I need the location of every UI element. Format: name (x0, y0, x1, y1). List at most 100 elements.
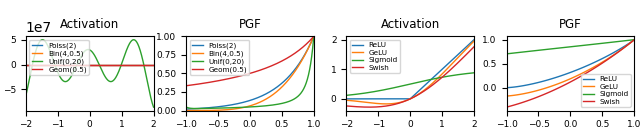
Sigmoid (355, 93, 363, 95)
ReLU (444, 63, 452, 64)
Swish (470, 46, 478, 48)
ReLU (342, 98, 350, 100)
GeLU (342, 99, 350, 101)
Poiss(2) (150, 64, 157, 65)
ReLU (590, 62, 598, 63)
Line: ReLU: ReLU (506, 40, 634, 88)
Line: Poiss(2): Poiss(2) (186, 36, 314, 109)
Line: GeLU: GeLU (506, 40, 634, 96)
Unif(0,20) (239, 107, 246, 108)
GeLU (430, 81, 438, 82)
Line: Swish: Swish (346, 47, 474, 107)
GeLU (470, 40, 478, 42)
Unif(0,20) (150, 106, 157, 108)
Poiss(2) (195, 108, 203, 109)
Sigmoid (342, 95, 350, 96)
ReLU (630, 39, 638, 40)
Sigmoid (616, 41, 623, 42)
Poiss(2) (147, 64, 154, 65)
Unif(0,20) (147, 97, 155, 98)
Bin(4,0.5) (282, 82, 289, 84)
Swish (355, 106, 363, 108)
Unif(0,20) (127, 41, 134, 43)
Swish (342, 105, 350, 107)
Line: Sigmoid: Sigmoid (346, 73, 474, 95)
Swish (590, 68, 598, 69)
Line: Swish: Swish (506, 40, 634, 107)
Line: Sigmoid: Sigmoid (506, 40, 634, 54)
Geom(0.5) (182, 85, 190, 87)
Swish (630, 39, 638, 40)
Bin(4,0.5) (239, 107, 246, 109)
Swish (616, 50, 623, 52)
Poiss(2) (282, 79, 289, 81)
Geom(0.5) (91, 64, 99, 65)
Sigmoid (579, 45, 586, 46)
Bin(4,0.5) (310, 36, 317, 37)
Swish (430, 83, 438, 85)
Legend: Poiss(2), Bin(4,0.5), Unif(0,20), Geom(0.5): Poiss(2), Bin(4,0.5), Unif(0,20), Geom(0… (29, 40, 89, 75)
Geom(0.5) (127, 64, 134, 65)
Unif(0,20) (270, 104, 278, 106)
Poiss(2) (310, 36, 317, 37)
Legend: ReLU, GeLU, Sigmoid, Swish: ReLU, GeLU, Sigmoid, Swish (580, 74, 631, 107)
Bin(4,0.5) (22, 64, 29, 65)
Poiss(2) (83, 64, 91, 65)
Swish (442, 73, 450, 75)
Bin(4,0.5) (127, 64, 134, 65)
GeLU (616, 50, 623, 51)
ReLU (399, 98, 406, 100)
Sigmoid (394, 86, 402, 88)
GeLU (590, 66, 598, 68)
Geom(0.5) (147, 64, 154, 65)
ReLU (470, 39, 478, 40)
Poiss(2) (182, 108, 190, 110)
Poiss(2) (284, 77, 292, 78)
GeLU (580, 71, 588, 73)
Swish (502, 106, 510, 108)
Bin(4,0.5) (234, 108, 241, 109)
Unif(0,20) (284, 101, 292, 103)
Poiss(2) (91, 64, 99, 65)
Bin(4,0.5) (182, 110, 190, 111)
Bin(4,0.5) (98, 64, 106, 65)
GeLU (355, 101, 363, 102)
Sigmoid (444, 75, 452, 77)
Geom(0.5) (150, 64, 157, 65)
Unif(0,20) (84, 49, 92, 50)
Bin(4,0.5) (147, 64, 155, 65)
Poiss(2) (127, 64, 134, 65)
Geom(0.5) (98, 64, 106, 65)
Unif(0,20) (193, 108, 200, 109)
GeLU (559, 81, 567, 83)
Geom(0.5) (310, 36, 317, 37)
Poiss(2) (239, 102, 246, 103)
Bin(4,0.5) (83, 64, 90, 65)
Bin(4,0.5) (109, 64, 117, 65)
Line: GeLU: GeLU (346, 41, 474, 104)
Bin(4,0.5) (195, 110, 203, 111)
Sigmoid (430, 78, 438, 80)
Unif(0,20) (182, 106, 190, 108)
Geom(0.5) (83, 64, 90, 65)
GeLU (630, 39, 638, 40)
Sigmoid (580, 44, 588, 46)
Geom(0.5) (234, 76, 241, 77)
Sigmoid (399, 85, 406, 87)
Geom(0.5) (195, 83, 203, 85)
Line: Unif(0,20): Unif(0,20) (186, 36, 314, 109)
Title: PGF: PGF (559, 18, 582, 31)
Bin(4,0.5) (83, 64, 91, 65)
GeLU (585, 69, 593, 70)
GeLU (399, 101, 406, 102)
Poiss(2) (22, 64, 29, 65)
Poiss(2) (83, 64, 90, 65)
Unif(0,20) (282, 102, 290, 103)
ReLU (394, 98, 402, 100)
Swish (580, 74, 588, 75)
ReLU (585, 64, 593, 66)
Bin(4,0.5) (284, 80, 292, 81)
ReLU (579, 67, 586, 68)
Line: Unif(0,20): Unif(0,20) (26, 40, 154, 107)
Sigmoid (502, 53, 510, 55)
